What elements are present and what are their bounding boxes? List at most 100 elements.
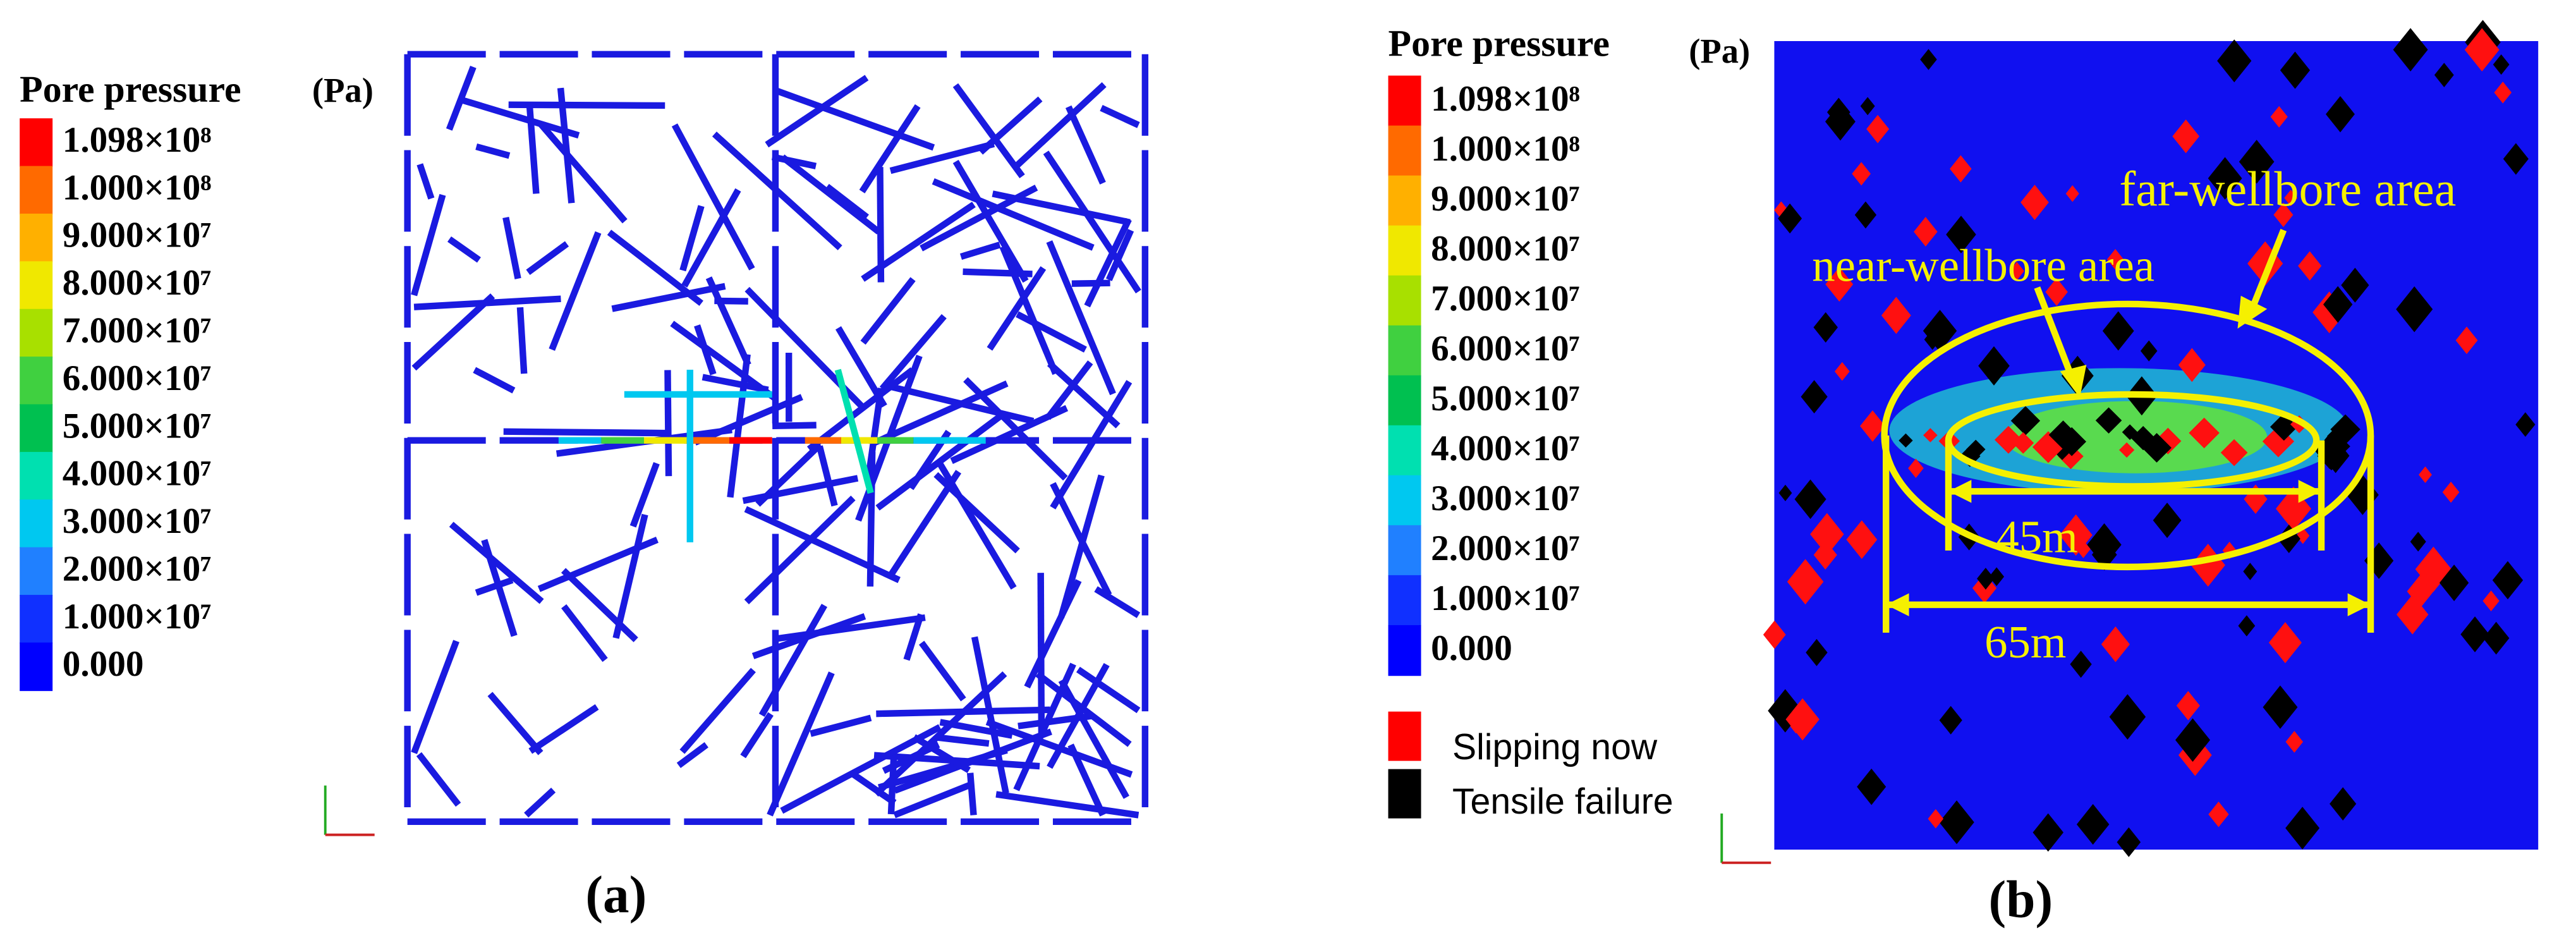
dimension-label: 45m <box>1996 511 2077 562</box>
tensile-mark <box>1899 433 1913 448</box>
fracture <box>447 236 481 263</box>
tensile-mark <box>1946 216 1976 253</box>
fracture <box>457 95 580 139</box>
legend-swatch <box>20 595 53 644</box>
legend-label: 8.000×10⁷ <box>63 263 212 303</box>
legend-label: 1.000×10⁸ <box>63 168 212 207</box>
slip-mark <box>2176 691 2200 721</box>
slip-mark <box>2059 514 2093 556</box>
fracture <box>978 96 1043 155</box>
fracture <box>502 216 521 279</box>
slip-mark <box>2190 544 2225 587</box>
fracture <box>516 307 528 374</box>
legend-label: 7.000×10⁷ <box>1431 279 1580 319</box>
tensile-mark <box>2076 803 2110 845</box>
fracture <box>416 163 435 200</box>
tensile-mark <box>2328 435 2350 458</box>
fracture <box>411 293 495 371</box>
legend-label: 3.000×10⁷ <box>63 501 212 541</box>
fracture <box>538 121 628 224</box>
fracture <box>774 87 935 151</box>
fracture <box>935 734 990 747</box>
annotation: far-wellbore area <box>2119 162 2456 216</box>
slip-mark <box>1908 458 1924 479</box>
fracture <box>933 472 1020 554</box>
fracture <box>816 445 838 507</box>
fracture <box>1018 712 1092 729</box>
fracture <box>959 241 1001 260</box>
fracture <box>561 604 608 662</box>
fracture <box>1084 217 1132 308</box>
fracture <box>612 513 648 639</box>
fracture <box>742 475 859 504</box>
slip-mark <box>2208 802 2229 827</box>
tensile-mark <box>2102 311 2134 351</box>
fracture <box>487 692 544 755</box>
fracture <box>676 742 708 769</box>
tensile-mark <box>2087 523 2122 566</box>
legend-swatch <box>20 499 53 548</box>
tensile-mark <box>2493 54 2510 75</box>
annotation: near-wellbore area <box>1812 240 2154 291</box>
tensile-mark <box>2239 140 2275 184</box>
slip-mark <box>1787 559 1824 605</box>
legend-swatch <box>20 547 53 596</box>
dimension-label: 65m <box>1984 616 2066 668</box>
tensile-mark <box>1827 97 1850 127</box>
legend-label: 1.000×10⁸ <box>1431 129 1580 169</box>
fracture <box>952 83 1025 179</box>
fracture <box>995 791 1139 819</box>
tensile-mark <box>1977 568 1995 590</box>
legend-label: 1.098×10⁸ <box>1431 79 1580 119</box>
tensile-mark <box>2280 51 2311 89</box>
tensile-mark <box>2492 561 2524 600</box>
fracture <box>987 266 1047 351</box>
fracture <box>537 537 659 592</box>
slip-mark <box>1810 513 1844 556</box>
slip-mark <box>2442 481 2460 503</box>
legend-label: 9.000×10⁷ <box>63 216 212 255</box>
fracture <box>670 320 777 401</box>
fracture <box>834 369 874 494</box>
slip-swatch <box>1388 711 1421 761</box>
fracture <box>1046 240 1116 396</box>
fracture <box>416 752 461 807</box>
fracture <box>1105 229 1134 281</box>
fracture <box>877 747 1008 791</box>
slip-mark <box>2020 185 2049 221</box>
tensile-mark <box>2220 439 2248 467</box>
fracture <box>526 241 569 276</box>
slip-mark <box>2482 590 2500 612</box>
tensile-mark <box>2101 416 2117 430</box>
slip-mark <box>2178 348 2206 382</box>
fracture <box>903 613 925 661</box>
fracture <box>679 668 756 754</box>
legend-label: 1.000×10⁷ <box>63 597 212 637</box>
slip-mark <box>2298 251 2322 281</box>
fracture <box>889 140 995 174</box>
fracture <box>932 178 1095 251</box>
fracture <box>1035 671 1132 747</box>
legend-label: 1.000×10⁷ <box>1431 578 1580 618</box>
tensile-mark <box>1778 203 1802 234</box>
legend-swatch <box>1388 625 1421 676</box>
fracture <box>528 704 599 754</box>
tensile-mark <box>2460 616 2489 652</box>
legend-label: 7.000×10⁷ <box>63 311 212 351</box>
legend-title: Pore pressure <box>1388 22 1610 64</box>
slip-mark <box>2009 262 2024 281</box>
legend-swatch <box>1388 225 1421 277</box>
arrow <box>2034 286 2077 382</box>
fracture <box>1016 311 1087 353</box>
fracture <box>918 640 966 702</box>
slip-mark <box>1813 540 1837 570</box>
tensile-mark <box>2140 340 2158 362</box>
tensile-mark <box>2439 565 2469 601</box>
fracture-network <box>404 51 1149 826</box>
legend-label: 5.000×10⁷ <box>1431 379 1580 418</box>
fracture <box>481 539 518 637</box>
legend-swatch <box>1388 525 1421 577</box>
legend-swatch <box>1388 125 1421 176</box>
